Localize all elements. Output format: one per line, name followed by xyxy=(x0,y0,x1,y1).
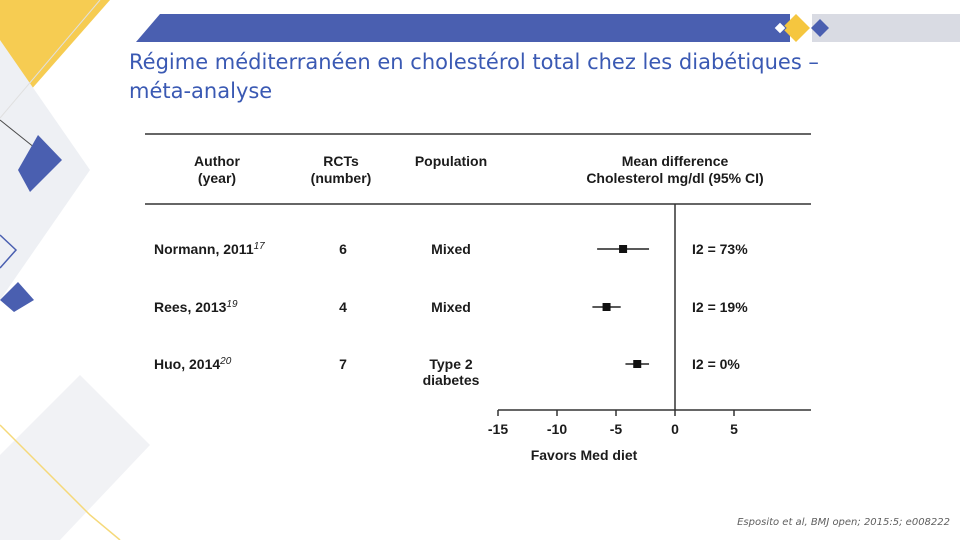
header-author: Author xyxy=(194,153,240,169)
x-tick-label: 5 xyxy=(730,421,738,437)
x-tick-label: -15 xyxy=(488,421,508,437)
x-tick-label: 0 xyxy=(671,421,679,437)
study-population: Mixed xyxy=(431,241,471,257)
study-reference: 17 xyxy=(254,241,266,252)
slide-title-line-2: méta-analyse xyxy=(129,79,273,103)
slide-title-line-1: Régime méditerranéen en cholestérol tota… xyxy=(129,50,819,74)
study-author: Rees, 201319 xyxy=(154,299,238,316)
blue-title-bar xyxy=(136,14,790,42)
study-rcts: 7 xyxy=(339,356,347,372)
gray-diamond-bottom-left xyxy=(0,375,150,540)
study-author-name: Normann, 2011 xyxy=(154,241,254,257)
header-population: Population xyxy=(415,153,487,169)
mean-marker xyxy=(633,360,642,368)
study-author-name: Huo, 2014 xyxy=(154,356,220,372)
study-population: Type 2 xyxy=(429,356,473,372)
header-effect: Mean difference xyxy=(622,153,729,169)
study-author: Normann, 201117 xyxy=(154,241,265,258)
study-reference: 20 xyxy=(219,356,232,367)
study-rcts: 6 xyxy=(339,241,347,257)
mean-marker xyxy=(619,245,628,253)
blue-diamond-left xyxy=(18,135,62,192)
heterogeneity-label: I2 = 19% xyxy=(692,299,748,315)
study-population: Mixed xyxy=(431,299,471,315)
header-rcts: RCTs xyxy=(323,153,359,169)
study-population: diabetes xyxy=(423,372,480,388)
header-author-sub: (year) xyxy=(198,170,236,186)
gray-title-bar-end xyxy=(812,14,960,42)
study-reference: 19 xyxy=(226,299,238,310)
x-tick-label: -10 xyxy=(547,421,567,437)
header-rcts-sub: (number) xyxy=(311,170,372,186)
outline-diamond-icon xyxy=(773,21,787,35)
thin-line-top-left xyxy=(0,0,101,119)
yellow-line-bottom-left xyxy=(0,424,121,540)
study-author: Huo, 201420 xyxy=(154,356,232,373)
heterogeneity-label: I2 = 73% xyxy=(692,241,748,257)
x-axis: -15 -10 -5 0 5 xyxy=(488,204,811,437)
mean-marker xyxy=(602,303,611,311)
yellow-diamond-icon xyxy=(782,14,810,42)
slide-title: Régime méditerranéen en cholestérol tota… xyxy=(129,48,919,106)
study-author-name: Rees, 2013 xyxy=(154,299,227,315)
heterogeneity-label: I2 = 0% xyxy=(692,356,740,372)
blue-diamond-icon xyxy=(811,19,829,37)
header-effect-sub: Cholesterol mg/dl (95% CI) xyxy=(586,170,763,186)
x-tick-label: -5 xyxy=(610,421,623,437)
x-axis-label: Favors Med diet xyxy=(531,447,638,463)
study-rows: Normann, 201117 6 Mixed I2 = 73%Rees, 20131… xyxy=(154,241,748,389)
blue-wedge-left xyxy=(0,282,34,312)
citation: Esposito et al, BMJ open; 2015:5; e00822… xyxy=(737,517,950,528)
blue-outline-chevron-left xyxy=(0,234,18,269)
study-rcts: 4 xyxy=(339,299,347,315)
